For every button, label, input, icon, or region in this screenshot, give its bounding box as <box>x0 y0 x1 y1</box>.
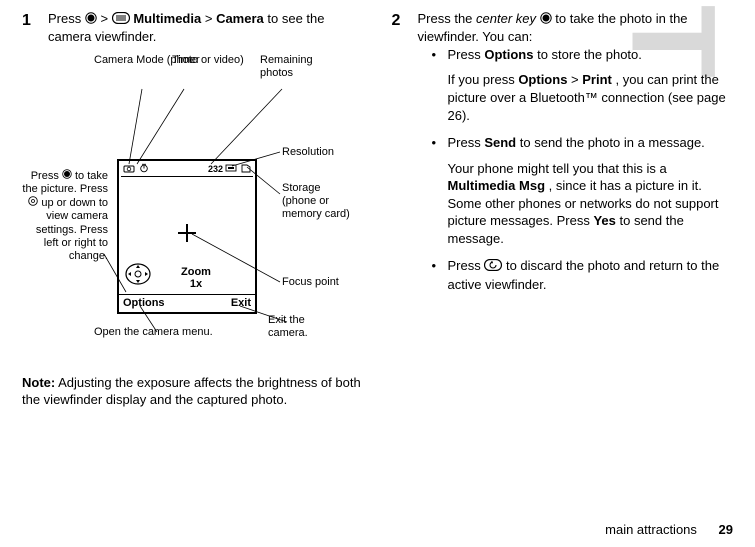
dpad-icon <box>125 261 151 292</box>
text: Press <box>448 47 485 62</box>
step-2-text: Press the center key to take the photo i… <box>418 10 734 303</box>
left-column: 1 Press > Multimedia > Camera to see the… <box>22 10 364 409</box>
menu-key-icon <box>112 11 130 29</box>
callout-left-instr: Press to take the picture. Press up or d… <box>22 169 108 263</box>
text: If you press <box>448 72 519 87</box>
callout-camera-mode: Camera Mode (photo or video) <box>94 54 244 67</box>
text: > <box>571 72 582 87</box>
softkey-exit: Exit <box>231 296 251 311</box>
step-1-number: 1 <box>22 10 38 46</box>
text: to store the photo. <box>537 47 642 62</box>
callout-focus: Focus point <box>282 276 339 289</box>
send-label: Send <box>484 135 516 150</box>
print-label: Print <box>582 72 612 87</box>
right-column: 2 Press the center key to take the photo… <box>392 10 734 409</box>
text: to send the photo in a message. <box>520 135 705 150</box>
bullet-send: Press Send to send the photo in a messag… <box>432 134 734 247</box>
text: up or down to view camera settings. Pres… <box>36 197 108 262</box>
status-bar: 232 <box>121 163 253 177</box>
bullet-store: Press Options to store the photo. If you… <box>432 46 734 124</box>
note: Note: Adjusting the exposure affects the… <box>22 374 364 409</box>
text: Your phone might tell you that this is a <box>448 161 667 176</box>
step-1-text: Press > Multimedia > Camera to see the c… <box>48 10 364 46</box>
timer-icon <box>139 163 149 176</box>
mms-label: Multimedia Msg <box>448 178 546 193</box>
center-key-icon <box>62 169 72 183</box>
callout-exit: Exit the camera. <box>268 314 342 340</box>
back-key-icon <box>484 258 502 276</box>
callout-storage: Storage (phone or memory card) <box>282 182 352 222</box>
note-label: Note: <box>22 375 55 390</box>
center-key-icon <box>85 11 97 29</box>
viewfinder-diagram: 232 <box>22 54 342 364</box>
callout-open-menu: Open the camera menu. <box>94 326 213 339</box>
text: Press the <box>418 11 477 26</box>
callout-remaining: Remaining photos <box>260 54 342 80</box>
callout-timer: Timer <box>172 54 200 67</box>
text: Press <box>31 170 62 182</box>
text: Press <box>448 135 485 150</box>
storage-icon <box>241 163 251 176</box>
yes-label: Yes <box>593 213 615 228</box>
page-footer: main attractions 29 <box>605 521 733 539</box>
text: > <box>100 11 111 26</box>
camera-label: Camera <box>216 11 264 26</box>
text: > <box>205 11 216 26</box>
phone-screen: 232 <box>117 159 257 314</box>
text: Zoom <box>181 266 211 278</box>
center-key-icon <box>540 11 552 29</box>
page-number: 29 <box>719 522 733 537</box>
remaining-count: 232 <box>208 163 223 175</box>
section-name: main attractions <box>605 522 697 537</box>
text: Press <box>48 11 85 26</box>
multimedia-label: Multimedia <box>133 11 201 26</box>
text: 1x <box>181 278 211 290</box>
nav-key-icon <box>28 196 38 210</box>
softkey-options: Options <box>123 296 165 311</box>
bullet-discard: Press to discard the photo and return to… <box>432 257 734 293</box>
center-key-label: center key <box>476 11 536 26</box>
step-2-number: 2 <box>392 10 408 303</box>
callout-resolution: Resolution <box>282 146 334 159</box>
camera-mode-icon <box>123 163 135 176</box>
options-label: Options <box>484 47 533 62</box>
options-label: Options <box>518 72 567 87</box>
note-text: Adjusting the exposure affects the brigh… <box>22 375 361 408</box>
zoom-label: Zoom 1x <box>181 266 211 290</box>
resolution-icon <box>225 163 237 176</box>
text: Press <box>448 258 485 273</box>
